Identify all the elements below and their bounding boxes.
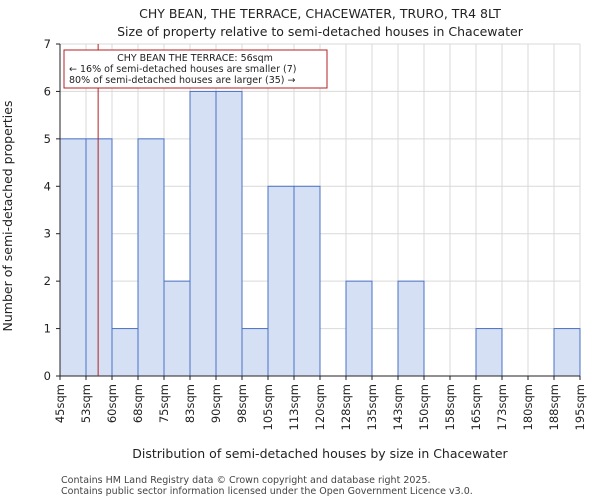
footer-line2: Contains public sector information licen… xyxy=(61,486,473,497)
y-tick-label-6: 6 xyxy=(44,84,51,98)
x-tick-label-135sqm: 135sqm xyxy=(365,384,379,430)
x-tick-label-165sqm: 165sqm xyxy=(469,384,483,430)
x-tick-label-75sqm: 75sqm xyxy=(157,384,171,423)
x-tick-label-68sqm: 68sqm xyxy=(131,384,145,423)
y-axis-label: Number of semi-detached properties xyxy=(0,101,15,332)
y-tick-label-7: 7 xyxy=(44,37,51,51)
y-tick-label-5: 5 xyxy=(44,132,51,146)
bar-128sqm xyxy=(345,280,373,377)
x-tick-label-143sqm: 143sqm xyxy=(391,384,405,430)
bar-60sqm xyxy=(111,328,139,377)
bar-68sqm xyxy=(137,138,165,377)
x-tick-label-105sqm: 105sqm xyxy=(261,384,275,430)
x-tick-label-150sqm: 150sqm xyxy=(417,384,431,430)
annotation-box xyxy=(63,49,328,89)
footer-line1: Contains HM Land Registry data © Crown c… xyxy=(61,475,431,486)
annotation-smaller: ← 16% of semi-detached houses are smalle… xyxy=(69,64,297,75)
x-tick-label-180sqm: 180sqm xyxy=(521,384,535,430)
y-tick-label-0: 0 xyxy=(44,369,51,383)
x-tick-label-60sqm: 60sqm xyxy=(105,384,119,423)
bar-105sqm xyxy=(267,185,295,377)
x-axis-ticks: 45sqm 53sqm 60sqm 68sqm 75sqm 83sqm 90sqm 98sqm… xyxy=(53,376,587,430)
bar-113sqm xyxy=(293,185,321,377)
x-tick-label-83sqm: 83sqm xyxy=(183,384,197,423)
x-tick-label-158sqm: 158sqm xyxy=(443,384,457,430)
bar-75sqm xyxy=(163,280,191,377)
annotation-title: CHY BEAN THE TERRACE: 56sqm xyxy=(117,53,273,64)
y-tick-label-4: 4 xyxy=(44,179,51,193)
x-tick-label-188sqm: 188sqm xyxy=(547,384,561,430)
x-tick-label-128sqm: 128sqm xyxy=(339,384,353,430)
x-tick-label-113sqm: 113sqm xyxy=(287,384,301,430)
x-tick-label-98sqm: 98sqm xyxy=(235,384,249,423)
x-tick-label-173sqm: 173sqm xyxy=(495,384,509,430)
bar-188sqm xyxy=(553,328,581,377)
chart-title-line2: Size of property relative to semi-detach… xyxy=(117,24,524,39)
bar-165sqm xyxy=(475,328,503,377)
bars xyxy=(59,90,581,377)
y-tick-label-3: 3 xyxy=(44,227,51,241)
bar-83sqm xyxy=(189,90,217,377)
x-tick-label-53sqm: 53sqm xyxy=(79,384,93,423)
x-tick-label-120sqm: 120sqm xyxy=(313,384,327,430)
bar-98sqm xyxy=(241,328,269,377)
bar-53sqm xyxy=(85,138,113,377)
property-marker: CHY BEAN THE TERRACE: 56sqm← 16% of semi… xyxy=(63,44,328,376)
y-tick-label-1: 1 xyxy=(44,322,51,336)
y-axis-ticks: 0 1 2 3 4 5 6 7 xyxy=(44,37,60,383)
x-tick-label-195sqm: 195sqm xyxy=(573,384,587,430)
chart-title-line1: CHY BEAN, THE TERRACE, CHACEWATER, TRURO… xyxy=(139,6,501,21)
annotation-larger: 80% of semi-detached houses are larger (… xyxy=(69,75,296,86)
x-axis-label: Distribution of semi-detached houses by … xyxy=(132,446,508,461)
y-tick-label-2: 2 xyxy=(44,274,51,288)
bar-143sqm xyxy=(397,280,425,377)
x-tick-label-90sqm: 90sqm xyxy=(209,384,223,423)
x-tick-label-45sqm: 45sqm xyxy=(53,384,67,423)
bar-90sqm xyxy=(215,90,243,377)
bar-45sqm xyxy=(59,138,87,377)
